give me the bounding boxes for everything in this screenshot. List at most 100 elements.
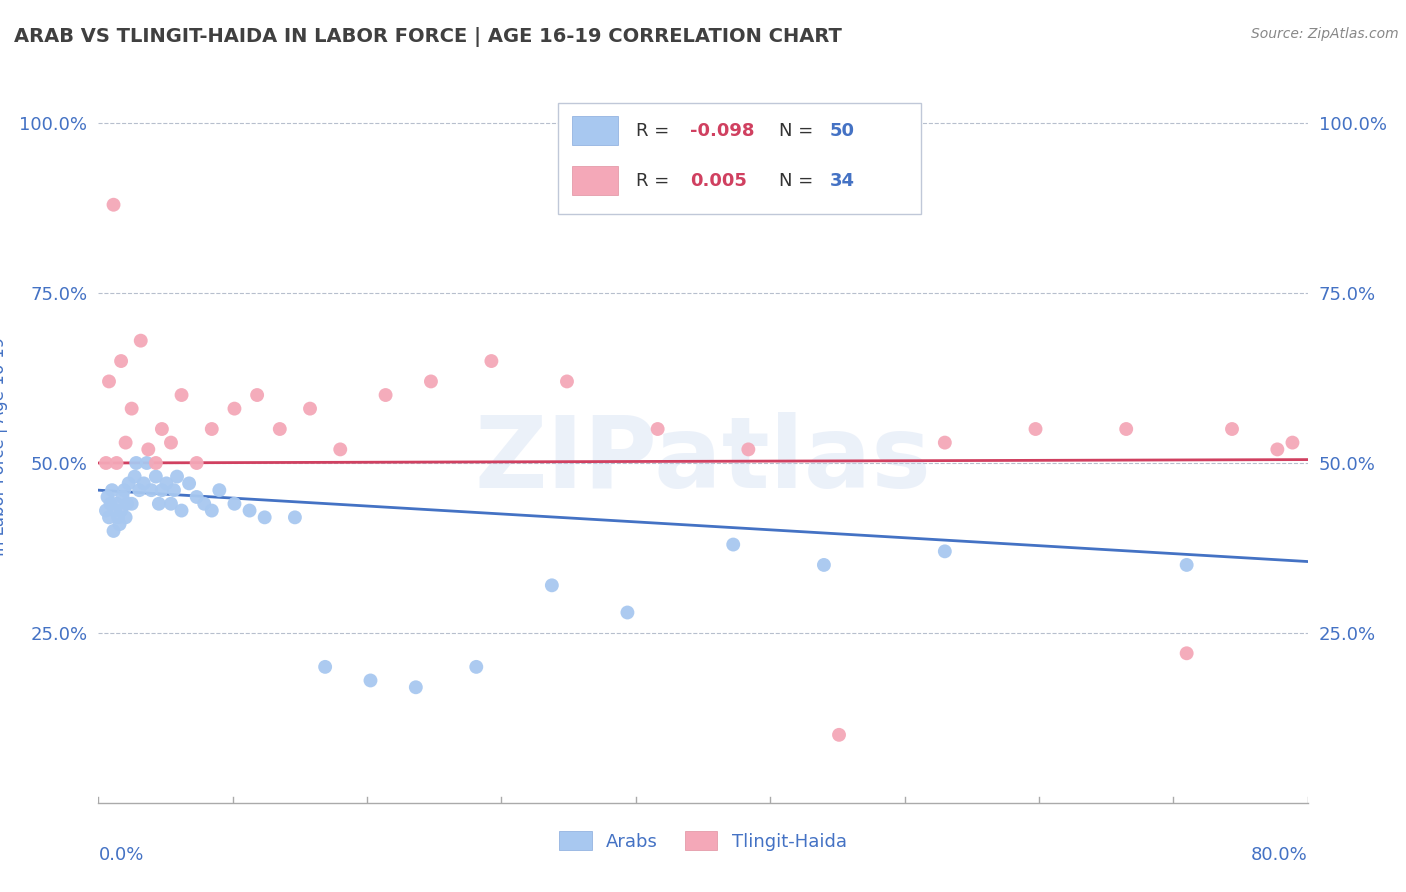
Point bbox=[145, 456, 167, 470]
Point bbox=[115, 497, 138, 511]
Text: 80.0%: 80.0% bbox=[1251, 846, 1308, 863]
Point bbox=[201, 422, 224, 436]
FancyBboxPatch shape bbox=[572, 166, 619, 194]
Point bbox=[269, 422, 291, 436]
Point bbox=[132, 476, 155, 491]
Point bbox=[150, 483, 173, 498]
Point bbox=[647, 422, 669, 436]
Point bbox=[246, 388, 269, 402]
Point bbox=[239, 503, 262, 517]
Point bbox=[94, 503, 117, 517]
Point bbox=[129, 334, 152, 348]
Point bbox=[170, 388, 193, 402]
Point bbox=[105, 497, 128, 511]
Point bbox=[107, 510, 129, 524]
Point bbox=[1267, 442, 1289, 457]
Point bbox=[186, 456, 208, 470]
Point bbox=[465, 660, 488, 674]
Point bbox=[111, 490, 134, 504]
Point bbox=[1220, 422, 1243, 436]
Point bbox=[121, 497, 143, 511]
Point bbox=[224, 497, 246, 511]
Point bbox=[110, 354, 132, 368]
Text: 50: 50 bbox=[830, 121, 855, 139]
Legend: Arabs, Tlingit-Haida: Arabs, Tlingit-Haida bbox=[551, 824, 855, 858]
Point bbox=[1281, 435, 1303, 450]
Text: 34: 34 bbox=[830, 171, 855, 189]
Point bbox=[208, 483, 231, 498]
Point bbox=[166, 469, 188, 483]
Point bbox=[96, 490, 118, 504]
Point bbox=[555, 375, 578, 389]
Text: R =: R = bbox=[637, 171, 675, 189]
Point bbox=[405, 680, 427, 694]
Point bbox=[1024, 422, 1046, 436]
Point bbox=[828, 728, 851, 742]
Point bbox=[136, 442, 159, 457]
Point bbox=[299, 401, 322, 416]
Point bbox=[314, 660, 336, 674]
Point bbox=[114, 435, 136, 450]
Point bbox=[360, 673, 382, 688]
Point bbox=[128, 483, 150, 498]
Text: N =: N = bbox=[779, 171, 820, 189]
Point bbox=[170, 503, 193, 517]
Point bbox=[723, 537, 745, 551]
Point bbox=[420, 375, 443, 389]
Point bbox=[98, 510, 121, 524]
Point bbox=[481, 354, 503, 368]
Point bbox=[112, 483, 135, 498]
Point bbox=[374, 388, 396, 402]
Point bbox=[108, 517, 131, 532]
Point bbox=[125, 456, 148, 470]
Point bbox=[160, 497, 183, 511]
Point bbox=[100, 497, 122, 511]
Point bbox=[114, 510, 136, 524]
Text: 0.0%: 0.0% bbox=[98, 846, 143, 863]
Point bbox=[110, 503, 132, 517]
Point bbox=[1175, 558, 1198, 572]
Text: ZIPatlas: ZIPatlas bbox=[475, 412, 931, 508]
Point bbox=[118, 476, 141, 491]
Point bbox=[104, 503, 127, 517]
Text: ARAB VS TLINGIT-HAIDA IN LABOR FORCE | AGE 16-19 CORRELATION CHART: ARAB VS TLINGIT-HAIDA IN LABOR FORCE | A… bbox=[14, 27, 842, 46]
Point bbox=[124, 469, 146, 483]
Text: R =: R = bbox=[637, 121, 675, 139]
Point bbox=[934, 435, 956, 450]
Point bbox=[737, 442, 759, 457]
Point bbox=[101, 483, 124, 498]
Text: Source: ZipAtlas.com: Source: ZipAtlas.com bbox=[1251, 27, 1399, 41]
Point bbox=[1115, 422, 1137, 436]
Point bbox=[163, 483, 186, 498]
Point bbox=[813, 558, 835, 572]
Point bbox=[193, 497, 215, 511]
Point bbox=[934, 544, 956, 558]
Point bbox=[616, 606, 638, 620]
Point bbox=[105, 456, 128, 470]
Point bbox=[540, 578, 562, 592]
Point bbox=[1175, 646, 1198, 660]
Point bbox=[224, 401, 246, 416]
Point bbox=[103, 524, 125, 538]
Point bbox=[155, 476, 177, 491]
Point bbox=[121, 401, 143, 416]
Point bbox=[141, 483, 163, 498]
Text: N =: N = bbox=[779, 121, 820, 139]
Text: -0.098: -0.098 bbox=[690, 121, 754, 139]
Point bbox=[201, 503, 224, 517]
Point bbox=[253, 510, 276, 524]
Point bbox=[103, 198, 125, 212]
Y-axis label: In Labor Force | Age 16-19: In Labor Force | Age 16-19 bbox=[0, 336, 8, 556]
Text: 0.005: 0.005 bbox=[690, 171, 747, 189]
Point bbox=[179, 476, 201, 491]
Point bbox=[329, 442, 352, 457]
FancyBboxPatch shape bbox=[572, 116, 619, 145]
Point bbox=[94, 456, 117, 470]
FancyBboxPatch shape bbox=[558, 103, 921, 214]
Point bbox=[150, 422, 173, 436]
Point bbox=[284, 510, 307, 524]
Point bbox=[160, 435, 183, 450]
Point bbox=[145, 469, 167, 483]
Point bbox=[135, 456, 157, 470]
Point bbox=[186, 490, 208, 504]
